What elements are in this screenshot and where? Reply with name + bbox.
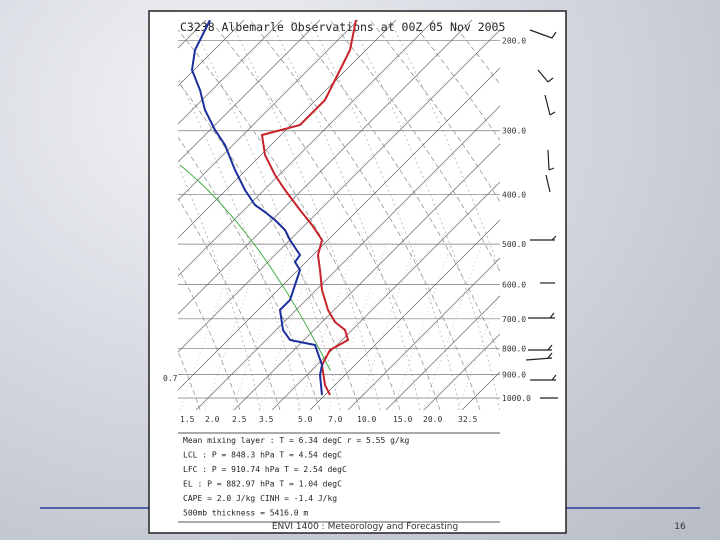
pressure-label: 700.0	[502, 315, 526, 324]
pressure-label: 800.0	[502, 344, 526, 353]
mixing-ratio-label: 20.0	[423, 415, 442, 424]
mixing-ratio-label: 2.5	[232, 415, 247, 424]
isotherm	[178, 67, 500, 391]
isotherm	[614, 20, 720, 410]
moist-adiabat	[349, 20, 500, 410]
moist-adiabat	[229, 20, 381, 410]
footer: ENVI 1400 : Meteorology and Forecasting	[272, 522, 458, 532]
page-number: 16	[674, 522, 686, 532]
isotherm	[178, 20, 473, 315]
mixing-ratio-label: 2.0	[205, 415, 220, 424]
moist-adiabat	[389, 20, 500, 273]
skewt-grid	[0, 20, 720, 410]
figure-panel	[148, 10, 567, 534]
isotherm	[178, 20, 321, 163]
isotherm	[178, 20, 359, 201]
info-line: CAPE = 2.0 J/kg CINH = -1.4 J/kg	[183, 494, 337, 503]
isotherm	[385, 295, 500, 410]
isotherm	[576, 20, 720, 410]
pressure-label: 200.0	[502, 37, 526, 46]
moist-adiabat	[269, 20, 421, 410]
isotherm	[178, 20, 245, 87]
isotherm	[0, 20, 130, 410]
isotherm	[0, 20, 168, 410]
info-line: LCL : P = 848.3 hPa T = 4.54 degC	[183, 451, 342, 460]
isotherm	[233, 143, 500, 410]
reference-line	[179, 164, 331, 371]
mixing-ratio-label: 3.5	[259, 415, 274, 424]
mixing-ratio-label: 10.0	[357, 415, 376, 424]
info-line: EL : P = 882.97 hPa T = 1.04 degC	[183, 480, 342, 489]
isotherm	[309, 219, 500, 410]
moist-adiabat	[178, 76, 301, 410]
mixing-ratio-label: 15.0	[393, 415, 412, 424]
left-label: 0.7	[163, 374, 178, 383]
info-line: LFC : P = 910.74 hPa T = 2.54 degC	[183, 465, 347, 474]
pressure-label: 1000.0	[502, 394, 531, 403]
pressure-label: 500.0	[502, 240, 526, 249]
mixing-ratio-label: 1.5	[180, 415, 195, 424]
pressure-label: 300.0	[502, 127, 526, 136]
isotherm	[423, 333, 500, 410]
isotherm	[347, 257, 500, 410]
isotherm	[178, 29, 500, 353]
figure-title: C3238 Albemarle Observations at 00Z 05 N…	[180, 20, 505, 34]
pressure-label: 400.0	[502, 191, 526, 200]
pressure-label: 600.0	[502, 281, 526, 290]
moist-adiabat	[309, 20, 461, 410]
isotherm	[195, 105, 500, 410]
moist-adiabat	[178, 164, 261, 410]
isotherm	[178, 20, 435, 277]
mixing-ratio-label: 5.0	[298, 415, 313, 424]
moist-adiabat	[189, 20, 341, 410]
isotherm	[178, 20, 283, 125]
dewpoint-profile	[190, 20, 324, 396]
mixing-ratio-label: 32.5	[458, 415, 477, 424]
temperature-profile	[260, 20, 357, 396]
info-line: 500mb thickness = 5416.0 m	[183, 509, 308, 518]
pressure-label: 900.0	[502, 371, 526, 380]
info-line: Mean mixing layer : T = 6.34 degC r = 5.…	[183, 436, 410, 445]
mixing-ratio-label: 7.0	[328, 415, 343, 424]
isotherm	[178, 20, 397, 239]
wind-barbs	[525, 29, 558, 399]
